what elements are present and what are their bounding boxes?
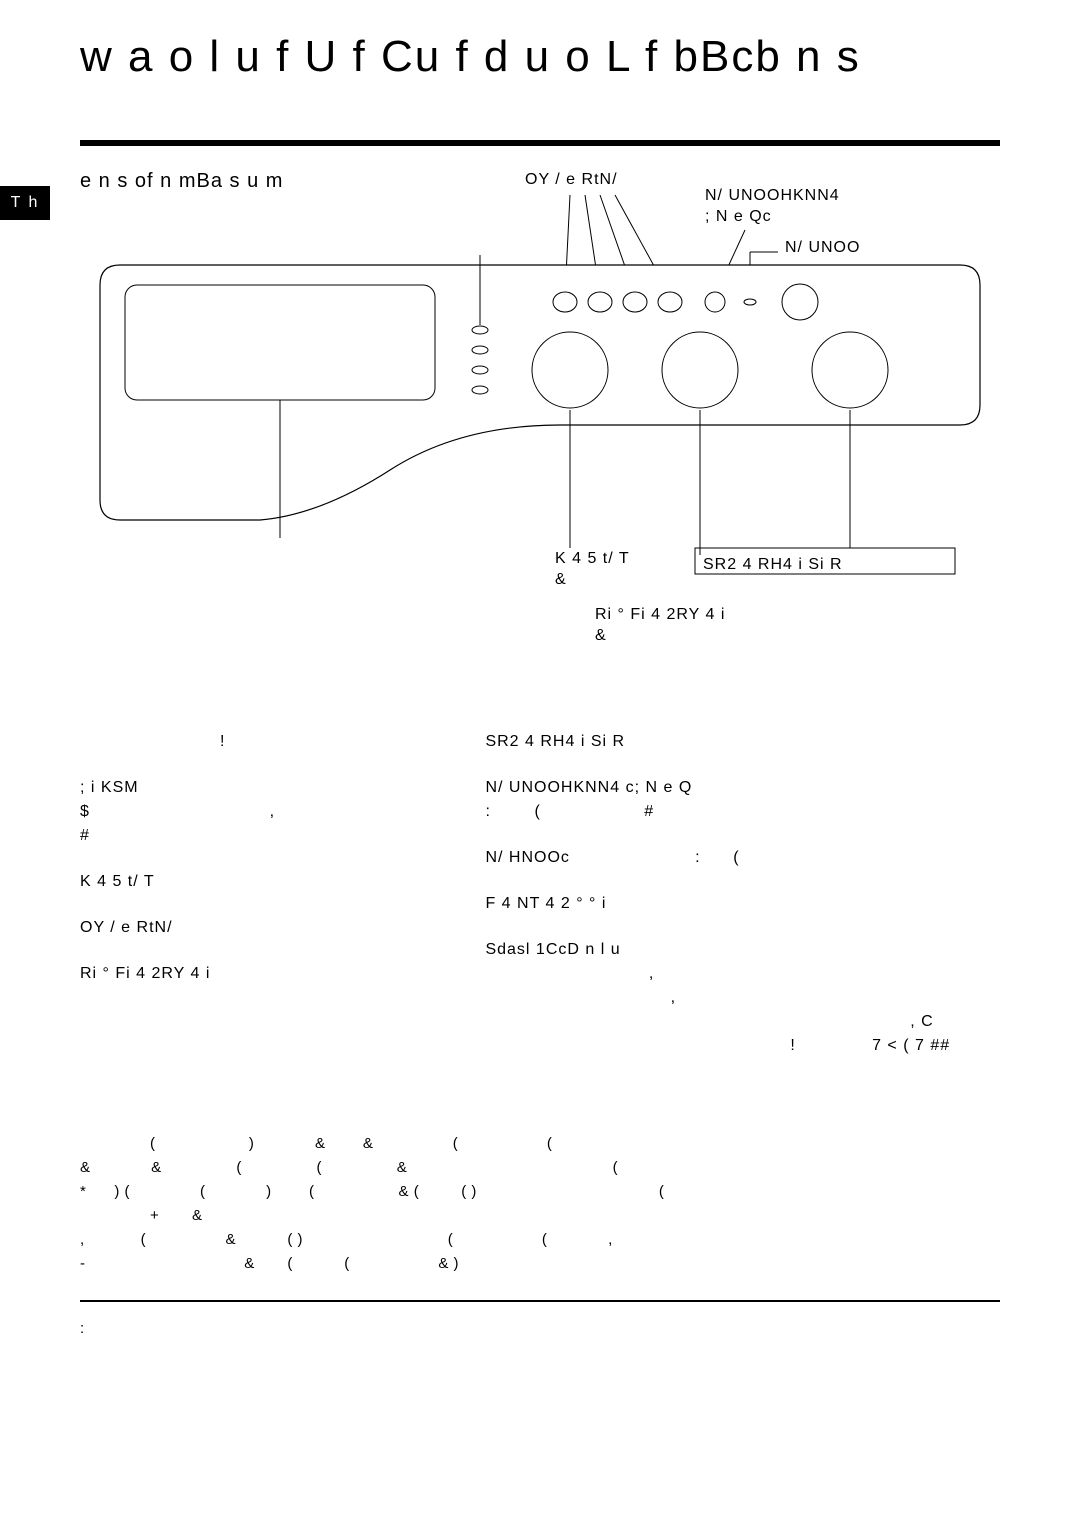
spec-term: ; i KSM: [80, 776, 480, 800]
spec-term: OY / e RtN/: [80, 916, 480, 940]
title-rule: [80, 140, 1000, 146]
footnote-block: ( ) & & ( ( & & ( ( & (: [80, 1132, 1000, 1276]
spec-term: F 4 NT 4 2 ° ° i: [485, 892, 985, 916]
footnote-line: ( ) & & ( (: [80, 1132, 1000, 1156]
spec-term: !: [80, 730, 480, 754]
spec-term: K 4 5 t/ T: [80, 870, 480, 894]
spec-term: N/ HNOOc : (: [485, 846, 985, 870]
label-output: K 4 5 t/ T &: [555, 549, 630, 591]
spec-col-left: ! ; i KSM $ , # K 4 5 t/ T OY / e RtN/ R…: [80, 730, 480, 1008]
label-record-level: Ri ° Fi 4 2RY 4 i &: [595, 605, 725, 647]
footnote-line: + &: [80, 1204, 1000, 1228]
page-number: :: [80, 1320, 84, 1337]
side-tab: T h: [0, 186, 50, 220]
spec-sub: $ , #: [80, 800, 480, 848]
spec-term: N/ UNOOHKNN4 c; N e Q: [485, 776, 985, 800]
spec-sub: , , , C ! 7 < ( 7 #: [485, 962, 985, 1058]
footnote-line: & & ( ( & (: [80, 1156, 1000, 1180]
spec-term: Sdasl 1CcD n l u: [485, 938, 985, 962]
footnote-line: - & ( ( & ): [80, 1252, 1000, 1276]
spec-col-right: SR2 4 RH4 i Si R N/ UNOOHKNN4 c; N e Q :…: [485, 730, 985, 1080]
page-title: w a o l u f U f Cu f d u o L f bBcb n s: [80, 32, 861, 82]
spec-term: Ri ° Fi 4 2RY 4 i: [80, 962, 480, 986]
footnote-line: * ) ( ( ) ( & ( ( ) (: [80, 1180, 1000, 1204]
spec-term: SR2 4 RH4 i Si R: [485, 730, 985, 754]
label-power: SR2 4 RH4 i Si R: [703, 555, 843, 576]
bottom-rule: [80, 1300, 1000, 1302]
panel-diagram: [80, 160, 1000, 680]
spec-sub: : ( #: [485, 800, 985, 824]
footnote-line: , ( & ( ) ( ( ,: [80, 1228, 1000, 1252]
spec-list: ! ; i KSM $ , # K 4 5 t/ T OY / e RtN/ R…: [80, 730, 1000, 1080]
page-root: w a o l u f U f Cu f d u o L f bBcb n s …: [0, 0, 1080, 1528]
